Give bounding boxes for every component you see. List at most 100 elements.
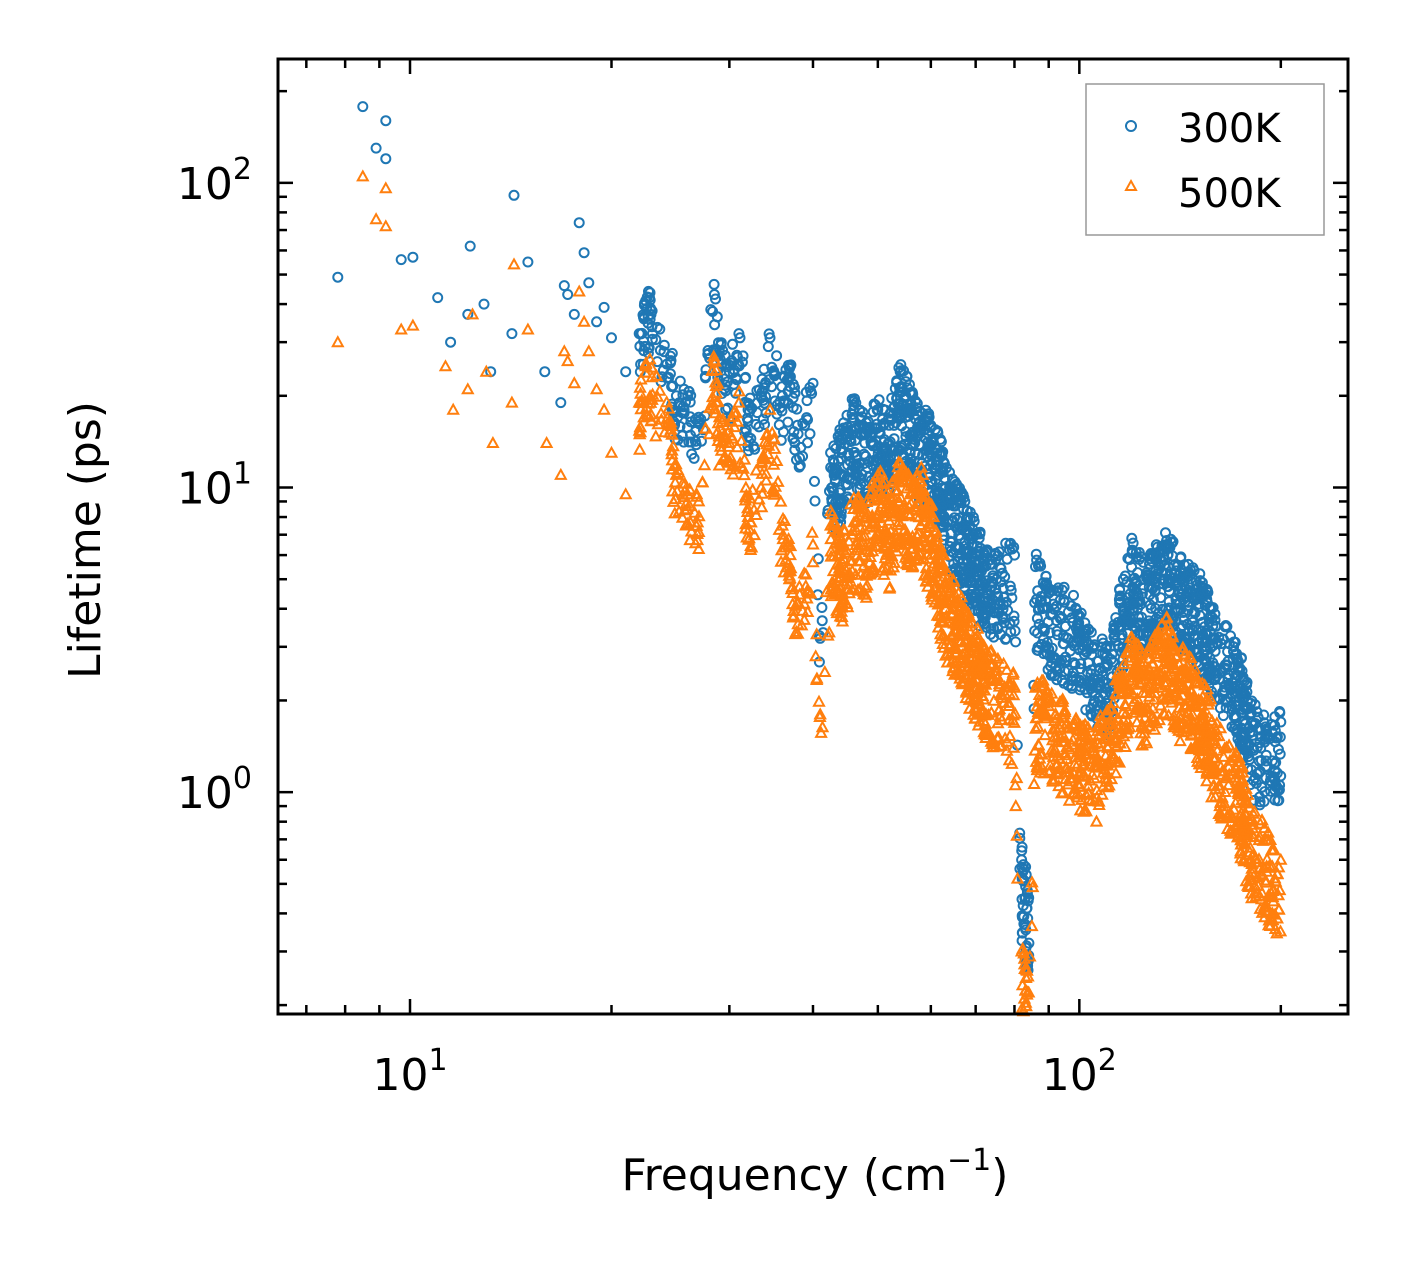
point-300k-362 (809, 495, 821, 507)
point-300k-1313 (1066, 674, 1078, 686)
point-300k-864 (937, 466, 949, 478)
point-300k-18 (558, 280, 570, 292)
point-300k-1360 (1075, 658, 1087, 670)
point-300k-1088 (984, 558, 996, 570)
point-300k-311 (766, 381, 778, 393)
point-300k-595 (873, 426, 885, 438)
point-300k-1276 (1046, 642, 1058, 654)
point-300k-356 (794, 460, 806, 471)
point-300k-1445 (1102, 658, 1113, 670)
point-300k-866 (935, 506, 947, 518)
point-300k-1367 (1077, 644, 1089, 656)
point-300k-197 (699, 370, 711, 382)
point-300k-1182 (1016, 911, 1028, 923)
point-300k-681 (895, 442, 907, 454)
point-300k-1129 (991, 573, 1003, 585)
point-300k-7 (432, 292, 444, 304)
point-300k-177 (688, 452, 700, 464)
point-300k-361 (809, 475, 820, 487)
point-300k-2 (370, 142, 382, 154)
point-300k-1098 (1004, 580, 1016, 592)
point-300k-1130 (1001, 553, 1013, 565)
point-300k-1318 (1067, 657, 1079, 669)
point-300k-26 (606, 332, 617, 344)
point-300k-277 (742, 397, 754, 409)
point-300k-131 (646, 333, 658, 345)
point-300k-1500 (1114, 590, 1126, 602)
point-300k-15 (522, 256, 534, 268)
point-300k-1553 (1136, 588, 1148, 600)
point-300k-1123 (993, 546, 1005, 558)
point-300k-359 (801, 412, 813, 424)
point-300k-295 (760, 391, 771, 402)
point-300k-1641 (1151, 549, 1163, 561)
point-300k-1220 (1033, 560, 1044, 572)
point-300k-1120 (995, 563, 1007, 574)
point-300k-1044 (973, 620, 985, 632)
point-300k-4 (380, 153, 392, 165)
point-300k-1409 (1094, 676, 1106, 688)
point-300k-27 (620, 366, 632, 378)
y-tick-label-exp: 1 (233, 457, 252, 492)
point-300k-1164 (1016, 845, 1028, 857)
point-300k-837 (937, 463, 949, 474)
point-300k-313 (778, 426, 789, 438)
point-300k-1231 (1031, 554, 1043, 566)
point-300k-1461 (1104, 641, 1116, 652)
point-300k-19 (562, 289, 574, 300)
point-300k-534 (860, 417, 872, 429)
point-300k-562 (873, 394, 885, 406)
point-300k-1552 (1128, 620, 1140, 632)
point-300k-23 (583, 277, 595, 289)
point-300k-990 (961, 505, 973, 517)
point-300k-1254 (1058, 594, 1070, 606)
point-300k-1281 (1051, 615, 1062, 627)
point-300k-506 (850, 397, 862, 409)
point-300k-1618 (1155, 592, 1167, 604)
point-300k-590 (876, 444, 888, 456)
point-300k-322 (782, 416, 794, 428)
point-300k-336 (789, 382, 800, 393)
x-axis-title-sup: −1 (947, 1143, 991, 1178)
point-300k-1508 (1126, 561, 1138, 573)
point-300k-415 (828, 469, 840, 481)
point-300k-1139 (1010, 636, 1022, 648)
point-300k-8 (445, 336, 457, 348)
point-300k-1133 (990, 583, 1002, 595)
point-300k-1270 (1044, 627, 1056, 639)
point-300k-1168 (1018, 874, 1030, 886)
point-300k-502 (850, 451, 862, 463)
point-300k-310 (768, 365, 780, 377)
point-300k-1218 (1030, 548, 1042, 560)
point-300k-119 (644, 287, 656, 299)
point-300k-1253 (1056, 584, 1068, 596)
x-tick-label-exp: 1 (428, 1043, 447, 1078)
point-300k-25 (598, 301, 610, 313)
point-300k-279 (753, 421, 765, 433)
point-300k-24 (591, 316, 603, 328)
point-300k-899 (944, 535, 956, 547)
point-300k-1116 (1004, 618, 1016, 630)
point-300k-3 (380, 115, 392, 127)
point-300k-1535 (1129, 575, 1141, 587)
point-300k-1134 (997, 599, 1009, 611)
point-300k-339 (787, 392, 799, 404)
point-300k-223 (720, 404, 732, 415)
point-300k-1503 (1117, 573, 1129, 585)
point-300k-1497 (1116, 629, 1128, 641)
point-300k-1282 (1045, 609, 1057, 621)
point-300k-6 (407, 251, 419, 263)
point-300k-355 (802, 437, 813, 449)
point-300k-1128 (1000, 537, 1012, 549)
point-300k-1550 (1131, 617, 1143, 629)
x-axis-title-close: ) (991, 1150, 1008, 1201)
point-300k-117 (643, 285, 654, 297)
point-300k-337 (791, 403, 803, 415)
point-300k-1124 (997, 611, 1009, 622)
point-300k-1328 (1067, 616, 1079, 628)
point-300k-245 (727, 338, 738, 350)
point-300k-1263 (1045, 584, 1057, 596)
point-300k-291 (759, 419, 770, 430)
point-300k-35 (708, 289, 720, 300)
point-300k-501 (851, 468, 863, 480)
